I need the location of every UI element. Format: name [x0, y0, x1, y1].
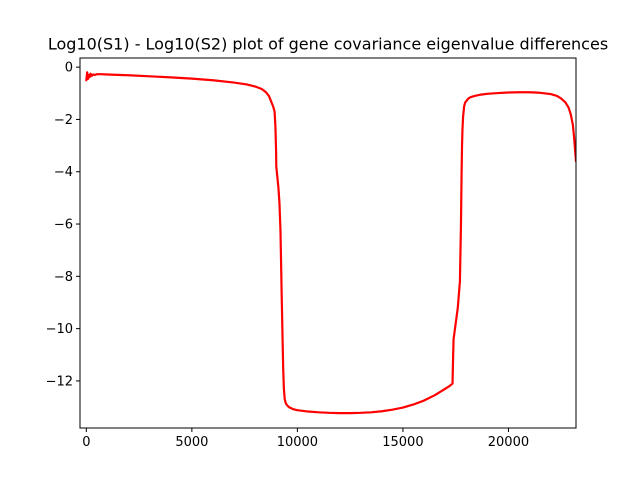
y-tick-label: −2	[54, 113, 73, 128]
plot-frame	[79, 57, 577, 429]
x-tick-label: 15000	[382, 435, 423, 450]
y-tick-label: −12	[46, 374, 73, 389]
y-tick-label: −4	[54, 165, 73, 180]
chart-title: Log10(S1) - Log10(S2) plot of gene covar…	[48, 35, 608, 54]
series-line-0	[85, 71, 576, 415]
y-tick-label: −8	[54, 270, 73, 285]
x-tick-label: 20000	[488, 435, 529, 450]
x-tick-label: 0	[82, 435, 90, 450]
x-tick-label: 10000	[277, 435, 318, 450]
y-tick-label: −6	[54, 218, 73, 233]
y-tick-label: −10	[46, 322, 73, 337]
x-tick-label: 5000	[175, 435, 208, 450]
y-tick-label: 0	[65, 61, 73, 76]
